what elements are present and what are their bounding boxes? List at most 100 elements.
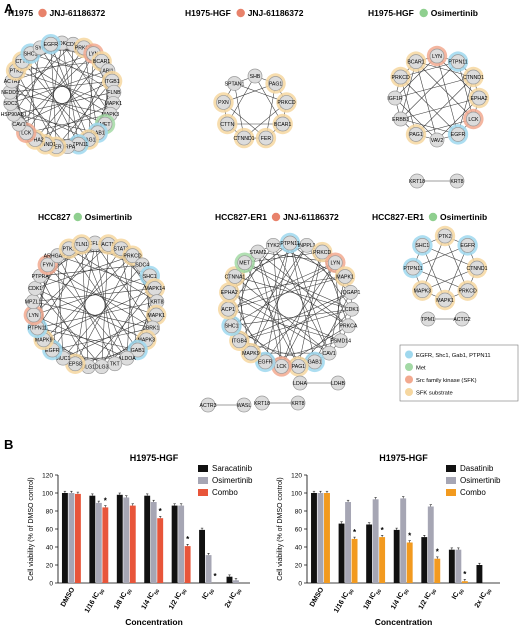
network-edge [88, 53, 94, 140]
node-circle [219, 116, 235, 132]
network-drug: Osimertinib [431, 8, 478, 18]
node-label: LCK [468, 117, 479, 123]
y-tick-label: 120 [291, 472, 302, 479]
network-edge [10, 80, 113, 93]
network-edge [11, 80, 68, 147]
node-label: LYN [330, 260, 340, 266]
node-circle [274, 359, 289, 374]
network-edge [228, 262, 336, 310]
node-circle [119, 350, 135, 366]
x-tick-label: 1/16 IC50 [333, 586, 355, 615]
panel-a-legend: EGFR, Shc1, Gab1, PTPN11 Met Src family ki… [399, 344, 519, 402]
node-label: ALDOA [118, 356, 136, 362]
node-circle [268, 76, 283, 91]
node-label: MAPK1 [336, 274, 354, 280]
isolated-pair: KRT18 KRT8 [254, 395, 306, 411]
network-cell-line: H1975-HGF [185, 8, 231, 18]
network-edge [289, 242, 330, 354]
x-tick-label: 1/4 IC50 [390, 586, 410, 612]
drug-dot-icon [428, 212, 438, 222]
node-label: MAPK3 [102, 112, 120, 118]
node-label: PRKCD [75, 46, 93, 52]
network-edge [81, 244, 128, 359]
node-circle [405, 260, 421, 276]
node-label: CTNND1 [35, 142, 56, 148]
node-circle [292, 375, 308, 391]
node-label: CTNND1 [234, 136, 255, 142]
node-label: PSMD14 [330, 339, 351, 345]
node-label: ACTA1 [4, 79, 20, 85]
x-tick-label: DMSO [309, 586, 326, 608]
bar [144, 495, 151, 583]
node-label: KRT8 [150, 299, 163, 305]
network-edge [244, 251, 323, 263]
node-circle [227, 76, 242, 91]
node-circle [454, 311, 470, 327]
network-edge [10, 103, 89, 140]
x-tick-label: DMSO [60, 586, 77, 608]
x-tick-label: 1/2 IC50 [418, 586, 438, 612]
node-circle [466, 69, 481, 85]
significance-star: * [353, 528, 357, 537]
node-circle [450, 54, 466, 69]
node-circle [408, 54, 424, 69]
network-edge [88, 288, 155, 367]
network-edge [228, 308, 341, 342]
bar [393, 529, 400, 583]
node-label: SPTAN1 [225, 81, 245, 87]
node-label: PTPN11 [28, 326, 47, 332]
network-6: HCC827-ER1 Osimertinib PTK2 EGFR CTNND1 PRKCD… [372, 212, 488, 311]
network-edge [13, 91, 114, 115]
significance-star: * [381, 526, 385, 535]
x-tick-label: IC50 [451, 586, 466, 602]
network-edge [436, 55, 459, 135]
node-label: PTK2 [439, 234, 452, 240]
node-label: MUC1 [56, 356, 71, 362]
node-label: CTNNA1 [225, 274, 246, 280]
node-circle [307, 354, 323, 370]
legend-label: Combo [460, 488, 486, 497]
isolated-pair: TPM1 ACTG2 [420, 311, 471, 327]
network-edge [25, 47, 41, 133]
x-tick-label: 1/8 IC50 [363, 586, 383, 612]
node-label: SHC1 [143, 274, 157, 280]
node-label: TKT [110, 362, 121, 368]
network-edge [231, 308, 352, 327]
network-edge [234, 276, 330, 354]
network-edge [47, 264, 153, 329]
bar [448, 549, 455, 583]
node-circle [236, 397, 252, 413]
node-circle [469, 260, 485, 276]
node-circle [237, 255, 253, 271]
node-circle [327, 255, 343, 271]
network-edge [61, 42, 111, 115]
x-tick-label: 2x IC50 [474, 586, 493, 610]
node-label: CTNND1 [466, 266, 487, 272]
network-edge [257, 251, 299, 367]
node-label: PRKCA [339, 324, 357, 330]
node-label: PTPN11 [69, 142, 88, 148]
network-edge [74, 242, 96, 364]
network-edge [126, 255, 133, 359]
legend-swatch [446, 465, 456, 472]
node-label: PAG1 [269, 81, 283, 87]
network-edge [400, 61, 459, 120]
node-label: GAB1 [308, 360, 322, 366]
network-edge [35, 255, 133, 289]
bar [345, 502, 352, 583]
network-edge [11, 53, 94, 82]
network-edge [30, 53, 36, 140]
node-circle [333, 333, 349, 349]
network-edges [394, 55, 480, 141]
network-edge [35, 288, 147, 341]
bar [171, 505, 178, 583]
node-label: STAM2 [249, 250, 266, 256]
y-tick-label: 60 [46, 526, 54, 533]
bar [157, 518, 164, 583]
bar [95, 502, 102, 583]
network-edge [13, 42, 63, 115]
